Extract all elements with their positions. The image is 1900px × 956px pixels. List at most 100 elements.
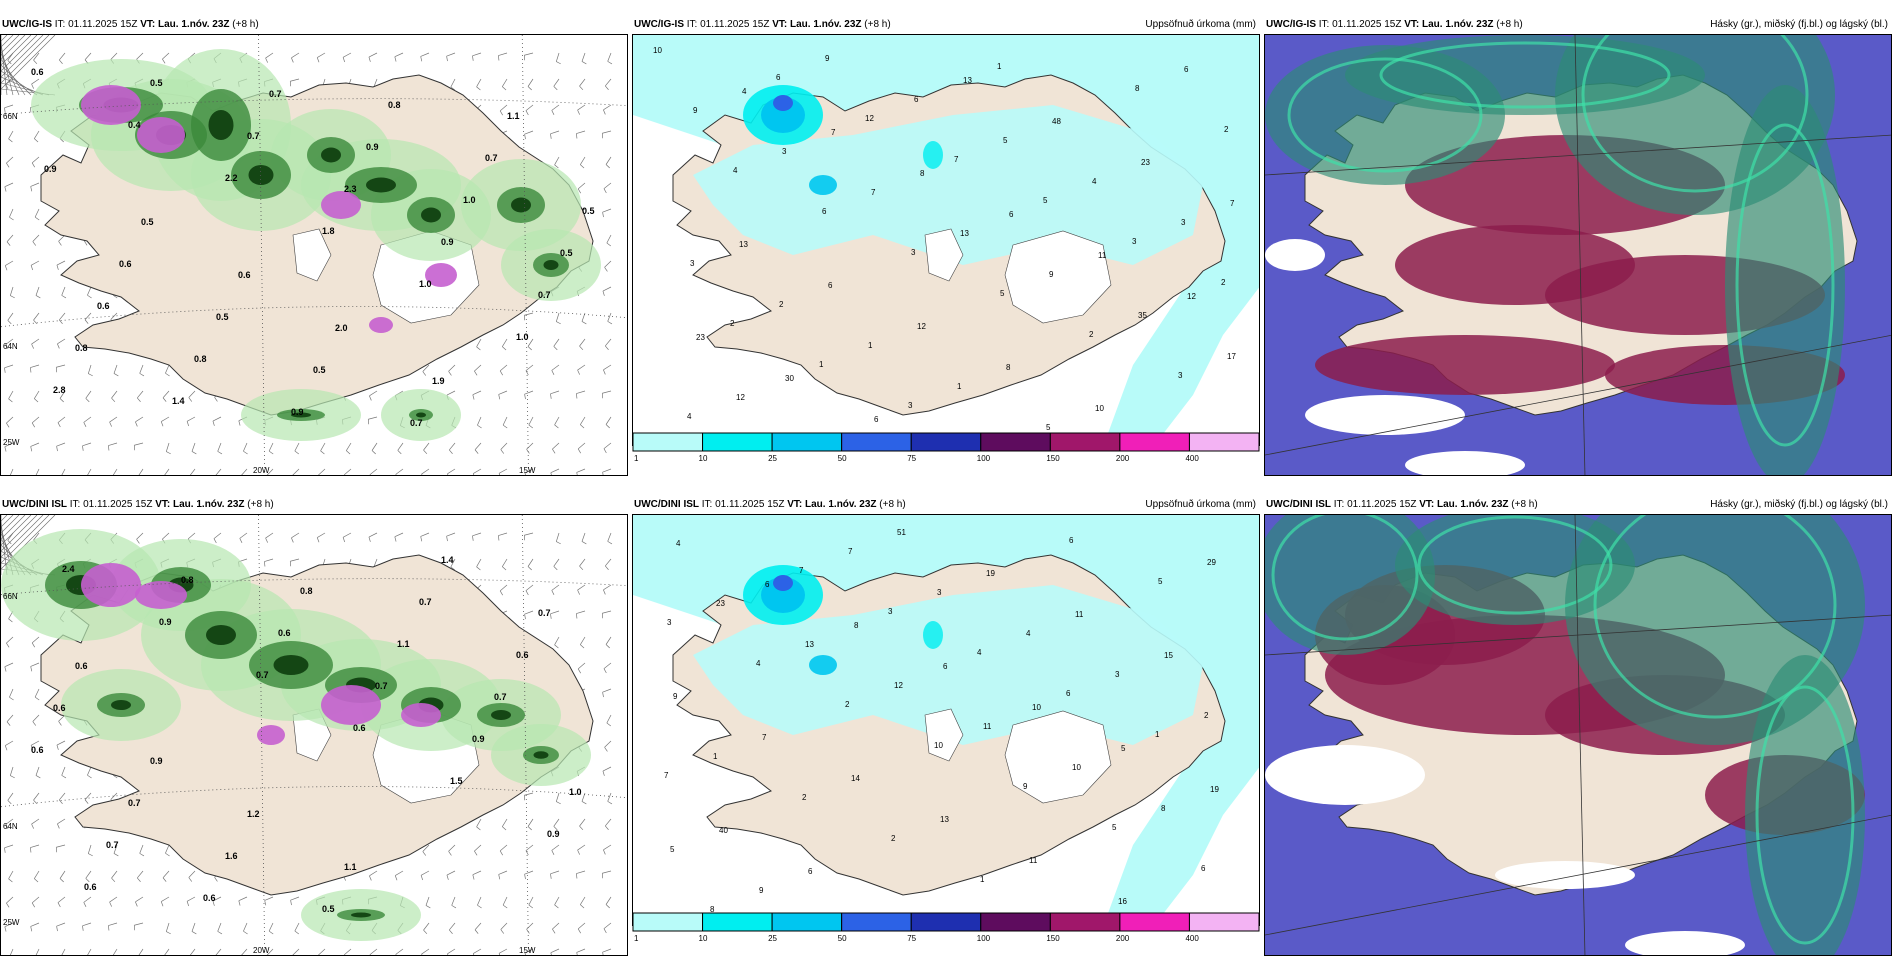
accum-value-label: 2 [779,300,784,309]
precip-value-label: 0.7 [247,131,260,141]
colorbar-tick-label: 150 [1046,454,1060,463]
accum-value-label: 4 [676,539,681,548]
accum-value-label: 19 [1210,785,1219,794]
precip-value-label: 0.5 [582,206,595,216]
precip-value-label: 1.5 [450,776,463,786]
precip-value-label: 0.6 [31,67,44,77]
accum-value-label: 1 [1155,730,1160,739]
panel-subtitle: Hásky (gr.), miðský (fj.bl.) og lágský (… [1710,499,1888,510]
precip-value-label: 0.8 [194,354,207,364]
accum-value-label: 13 [960,229,969,238]
accum-value-label: 11 [1075,610,1084,619]
colorbar-tick-label: 50 [838,934,847,943]
precip-value-label: 0.8 [300,586,313,596]
accum-value-label: 7 [799,566,804,575]
accum-value-label: 11 [1029,856,1038,865]
panel-title: UWC/DINI ISL IT: 01.11.2025 15Z VT: Lau.… [1266,499,1538,510]
precip-value-label: 2.2 [225,173,238,183]
accum-value-label: 3 [1178,371,1183,380]
colorbar-tick-label: 400 [1185,934,1199,943]
colorbar-tick-label: 25 [768,454,777,463]
precip-value-label: 0.6 [119,259,132,269]
precip-value-label: 0.7 [128,798,141,808]
precip-value-label: 0.7 [485,153,498,163]
accum-value-label: 6 [776,73,781,82]
cloud-map[interactable] [1264,514,1892,956]
panel-precip-igis: UWC/IG-IS IT: 01.11.2025 15Z VT: Lau. 1.… [0,14,628,476]
panel-title: UWC/IG-IS IT: 01.11.2025 15Z VT: Lau. 1.… [2,19,259,30]
accum-value-label: 7 [664,771,669,780]
accum-value-label: 4 [742,87,747,96]
accum-value-label: 7 [871,188,876,197]
accum-value-label: 51 [897,528,906,537]
precip-value-label: 0.5 [216,312,229,322]
graticule-label: 64N [3,342,18,351]
colorbar-segment [1189,913,1259,931]
panel-accum-igis: UWC/IG-IS IT: 01.11.2025 15Z VT: Lau. 1.… [632,14,1260,476]
accum-value-label: 4 [1092,177,1097,186]
precip-value-label: 0.5 [322,904,335,914]
accum-value-label: 2 [802,793,807,802]
colorbar-tick-label: 200 [1116,934,1130,943]
accum-value-label: 9 [825,54,830,63]
panel-subtitle: Hásky (gr.), miðský (fj.bl.) og lágský (… [1710,19,1888,30]
colorbar-segment [772,913,842,931]
accum-value-label: 6 [1201,864,1206,873]
graticule-label: 66N [3,592,18,601]
accum-value-label: 3 [911,248,916,257]
accum-value-label: 8 [1161,804,1166,813]
accum-value-label: 9 [693,106,698,115]
panel-cloud-dini: UWC/DINI ISL IT: 01.11.2025 15Z VT: Lau.… [1264,494,1892,956]
precip-value-label: 0.7 [410,418,423,428]
colorbar-segment [633,433,703,451]
accum-value-label: 10 [1095,404,1104,413]
colorbar-tick-label: 100 [977,934,991,943]
accum-value-label: 5 [1158,577,1163,586]
accum-value-label: 6 [914,95,919,104]
accum-value-label: 8 [920,169,925,178]
accum-value-label: 23 [1141,158,1150,167]
colorbar-tick-label: 10 [699,934,708,943]
accum-value-label: 6 [828,281,833,290]
precip-value-label: 0.9 [472,734,485,744]
precip-value-label: 0.6 [75,661,88,671]
colorbar-tick-label: 75 [907,934,916,943]
accum-value-label: 6 [765,580,770,589]
accum-value-label: 10 [653,46,662,55]
accum-value-label: 5 [670,845,675,854]
colorbar-segment [1050,913,1120,931]
precip-value-label: 0.7 [375,681,388,691]
precip-value-label: 1.0 [569,787,582,797]
accum-value-label: 4 [733,166,738,175]
accum-svg: 1047861112233061348237136128106937139351… [633,35,1260,446]
accum-value-label: 10 [934,741,943,750]
accum-value-label: 23 [696,333,705,342]
accum-value-label: 12 [865,114,874,123]
accum-value-label: 3 [667,618,672,627]
accum-value-label: 1 [868,341,873,350]
graticule-label: 20W [253,946,270,955]
accum-value-label: 12 [736,393,745,402]
accum-value-label: 48 [1052,117,1061,126]
precip-value-label: 0.7 [538,290,551,300]
accum-value-label: 3 [888,607,893,616]
precip-value-label: 0.9 [44,164,57,174]
accum-svg: 4686105194065119111597141311162923131211… [633,515,1260,926]
colorbar-tick-label: 50 [838,454,847,463]
accum-value-label: 4 [756,659,761,668]
accum-value-label: 3 [690,259,695,268]
accum-value-label: 9 [1023,782,1028,791]
precip-value-label: 0.9 [159,617,172,627]
precip-value-label: 0.6 [84,882,97,892]
accum-value-label: 3 [908,401,913,410]
accum-value-label: 11 [1098,251,1107,260]
accum-value-label: 6 [808,867,813,876]
precip-value-label: 0.6 [203,893,216,903]
accum-value-label: 7 [762,733,767,742]
cloud-map[interactable] [1264,34,1892,476]
accum-value-label: 1 [957,382,962,391]
